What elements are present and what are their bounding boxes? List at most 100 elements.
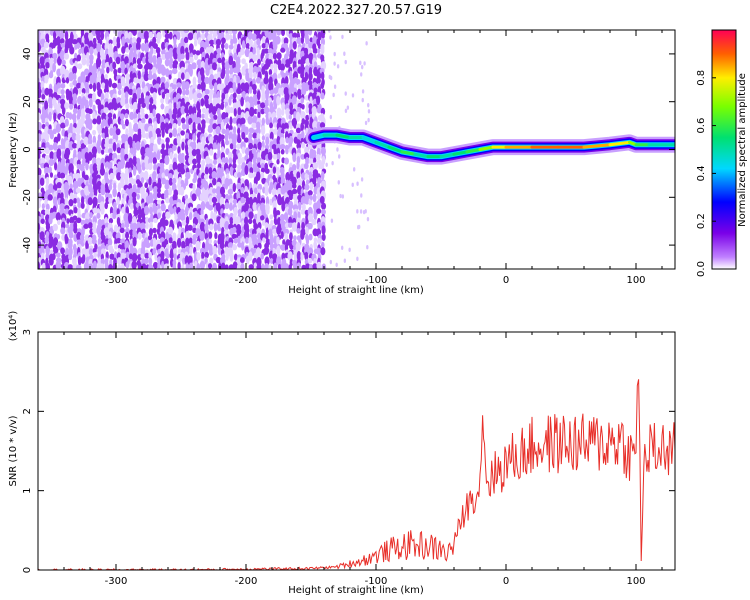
noise-speck [197, 78, 202, 84]
colorbar-label: Normalized spectral amplitude [737, 73, 748, 227]
noise-speck [167, 226, 174, 236]
noise-speck [296, 171, 301, 180]
spectrogram-x-label: Height of straight line (km) [288, 285, 424, 296]
noise-speck [120, 150, 126, 160]
ridge-point [335, 133, 352, 140]
noise-speck [176, 135, 181, 146]
noise-speck [227, 151, 233, 160]
noise-speck [280, 86, 285, 96]
noise-speck [111, 82, 118, 89]
noise-speck [151, 66, 157, 75]
noise-speck [261, 135, 266, 141]
noise-speck [56, 36, 61, 47]
noise-speck [269, 214, 274, 220]
noise-speck [112, 61, 117, 70]
noise-speck [144, 95, 150, 105]
noise-speck [291, 183, 297, 189]
noise-speck [352, 167, 356, 172]
noise-speck [188, 90, 194, 101]
noise-speck [172, 193, 178, 202]
noise-speck [360, 193, 363, 198]
noise-speck [97, 128, 102, 135]
noise-speck [284, 157, 290, 165]
noise-speck [240, 241, 245, 251]
noise-speck [172, 61, 178, 71]
noise-speck [265, 90, 269, 101]
noise-speck [261, 42, 266, 49]
noise-speck [277, 196, 283, 206]
noise-speck [145, 132, 150, 140]
noise-speck [107, 238, 113, 247]
noise-speck [100, 248, 106, 255]
noise-speck [252, 54, 258, 62]
noise-speck [85, 240, 89, 251]
noise-speck [328, 30, 331, 33]
noise-speck [272, 153, 278, 160]
noise-speck [109, 172, 115, 181]
noise-speck [361, 97, 364, 103]
noise-speck [81, 248, 87, 256]
noise-speck [291, 188, 298, 195]
noise-speck [73, 33, 78, 41]
noise-speck [277, 263, 282, 269]
noise-speck [344, 108, 348, 114]
noise-speck [104, 259, 109, 269]
noise-speck [195, 240, 201, 251]
noise-speck [307, 247, 314, 255]
noise-speck [159, 217, 166, 227]
noise-speck [144, 252, 150, 259]
noise-speck [169, 62, 174, 69]
snr-x-label: Height of straight line (km) [288, 585, 424, 596]
x-tick-label: -300 [105, 275, 128, 286]
noise-speck [232, 162, 237, 169]
noise-speck [312, 47, 318, 54]
noise-speck [48, 158, 54, 167]
noise-speck [218, 262, 222, 269]
noise-speck [49, 172, 54, 178]
noise-speck [136, 90, 141, 101]
noise-speck [163, 149, 170, 157]
noise-speck [64, 46, 68, 55]
noise-speck [155, 46, 161, 54]
snr-panel: -300 -200 -100 0 100 0 1 2 3 Height of straight … [8, 311, 676, 596]
noise-speck [296, 262, 301, 269]
noise-speck [271, 31, 277, 42]
noise-speck [137, 131, 142, 142]
noise-speck [236, 216, 241, 224]
noise-speck [305, 114, 310, 121]
noise-speck [38, 151, 41, 161]
noise-speck [108, 183, 113, 191]
noise-speck [159, 158, 166, 165]
noise-speck [121, 46, 126, 54]
noise-speck [169, 252, 174, 260]
noise-speck [103, 87, 109, 94]
noise-speck [91, 92, 97, 103]
noise-speck [39, 56, 45, 66]
noise-speck [223, 98, 229, 104]
noise-speck [115, 56, 121, 65]
noise-speck [363, 61, 366, 66]
noise-speck [201, 113, 205, 119]
noise-speck [208, 238, 213, 244]
noise-speck [153, 186, 159, 195]
noise-speck [237, 171, 242, 179]
noise-speck [164, 81, 170, 90]
noise-speck [152, 130, 157, 140]
noise-speck [132, 156, 138, 166]
noise-speck [219, 241, 225, 250]
noise-speck [285, 30, 290, 37]
noise-speck [296, 152, 301, 158]
noise-speck [116, 97, 122, 104]
noise-speck [204, 166, 209, 175]
noise-speck [311, 106, 317, 115]
ridge-point [478, 145, 495, 151]
ridge-point [465, 148, 482, 154]
noise-speck [52, 30, 57, 41]
noise-speck [148, 206, 154, 215]
noise-speck [305, 198, 310, 205]
noise-speck [57, 133, 61, 142]
noise-speck [67, 264, 74, 269]
noise-speck [48, 166, 52, 174]
noise-speck [212, 178, 217, 186]
